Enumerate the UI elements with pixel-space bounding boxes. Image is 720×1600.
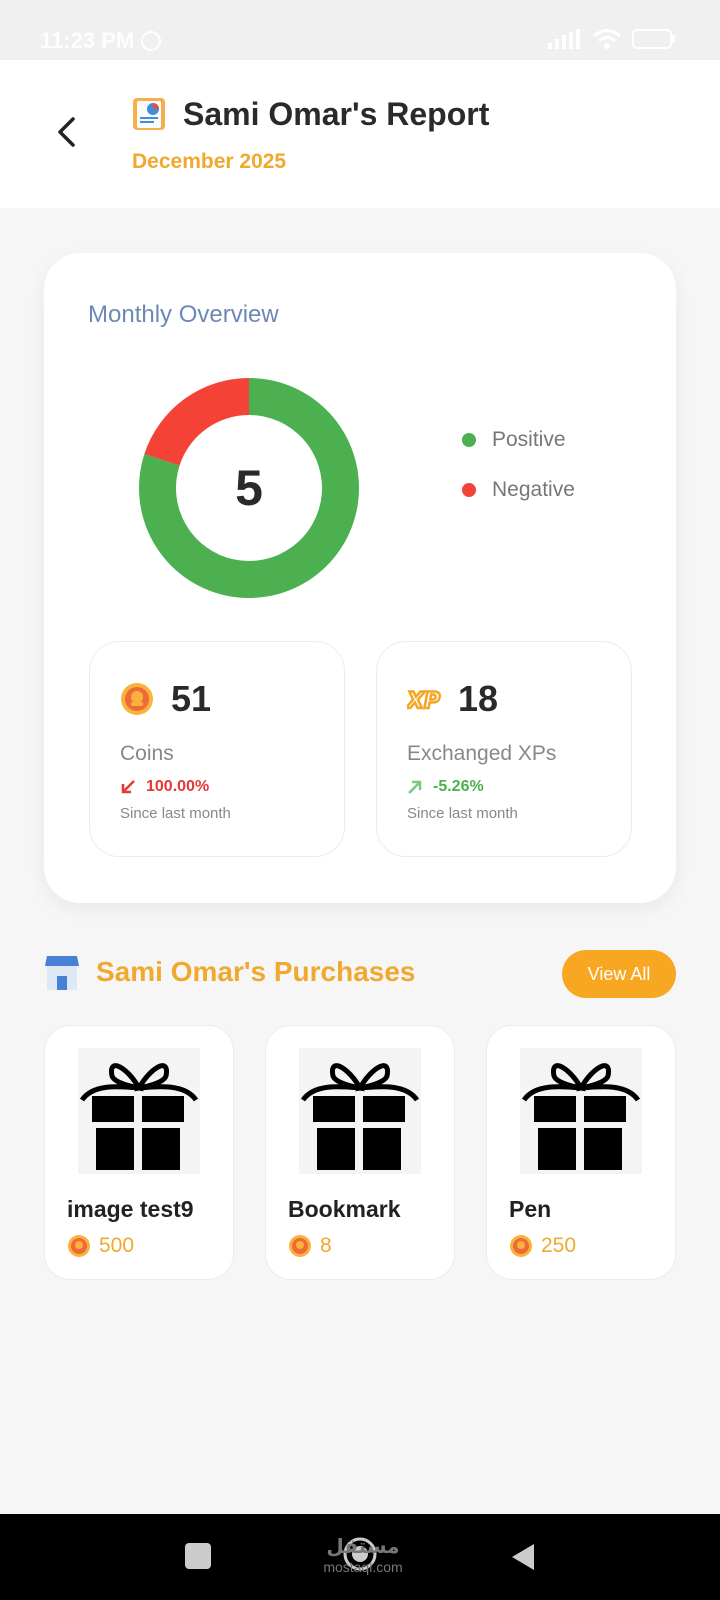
coin-icon [68, 1235, 90, 1257]
coins-stat-card: 51 Coins 100.00% Since last month [89, 641, 345, 857]
product-image [299, 1048, 421, 1174]
coins-change: 100.00% [120, 778, 209, 796]
arrow-up-right-icon [408, 780, 422, 794]
coin-icon [289, 1235, 311, 1257]
xp-change: -5.26% [407, 778, 484, 796]
svg-text:XP: XP [407, 689, 440, 714]
product-price: 8 [288, 1234, 332, 1258]
whatsapp-icon [141, 31, 162, 51]
xp-label: Exchanged XPs [407, 742, 557, 765]
legend-dot-negative [462, 483, 476, 497]
xp-since: Since last month [407, 805, 518, 822]
page-subtitle: December 2025 [132, 150, 287, 173]
donut-slice-negative [144, 378, 249, 466]
gift-icon [300, 1063, 420, 1170]
signal-icon [548, 29, 580, 49]
home-circle-icon [343, 1537, 377, 1571]
product-name: Bookmark [288, 1196, 401, 1222]
purchases-title: Sami Omar's Purchases [96, 956, 416, 987]
coin-icon [510, 1235, 532, 1257]
app-header: Sami Omar's Report December 2025 [0, 60, 720, 208]
coins-change-value: 100.00% [146, 778, 210, 795]
status-icons [548, 28, 676, 50]
home-button[interactable] [342, 1536, 378, 1577]
product-price-value: 250 [541, 1234, 577, 1257]
system-nav-bar: مستقل mostaql.com [0, 1514, 720, 1600]
monthly-overview-card: Monthly Overview 5 Positive Negative 51 … [44, 253, 676, 903]
product-price-value: 8 [320, 1234, 332, 1257]
donut-center-value: 5 [235, 460, 263, 516]
coins-label: Coins [120, 742, 174, 765]
coin-icon [121, 683, 153, 715]
donut-chart: 5 [139, 378, 359, 598]
status-time-text: 11:23 PM [40, 28, 135, 53]
coins-since: Since last month [120, 805, 231, 822]
product-image [78, 1048, 200, 1174]
product-name: Pen [509, 1196, 552, 1222]
report-icon [133, 98, 165, 130]
square-icon [185, 1543, 211, 1569]
back-button[interactable] [44, 110, 88, 154]
product-price: 250 [509, 1234, 576, 1258]
legend-item-negative: Negative [462, 478, 575, 502]
gift-icon [79, 1063, 199, 1170]
page-title: Sami Omar's Report [183, 96, 490, 132]
overview-title: Monthly Overview [88, 301, 279, 328]
battery-icon [632, 29, 675, 49]
legend-dot-positive [462, 433, 476, 447]
coins-value: 51 [171, 678, 212, 719]
chevron-left-icon [58, 117, 75, 147]
product-image [520, 1048, 642, 1174]
arrow-down-left-icon [121, 780, 135, 794]
legend-item-positive: Positive [462, 428, 575, 452]
xp-stat-card: XP 18 Exchanged XPs -5.26% Since last mo… [376, 641, 632, 857]
shop-icon [45, 956, 79, 990]
back-nav-button[interactable] [508, 1542, 536, 1577]
product-card[interactable]: Bookmark 8 [265, 1025, 455, 1280]
status-bar: 11:23 PM [0, 0, 720, 60]
triangle-back-icon [512, 1544, 534, 1570]
xp-change-value: -5.26% [433, 778, 484, 795]
donut-chart-svg [139, 378, 359, 598]
donut-slice-positive [139, 378, 359, 598]
chart-legend: Positive Negative [462, 428, 575, 528]
watermark-url: mostaql.com [323, 1559, 403, 1575]
status-time: 11:23 PM [40, 28, 162, 54]
watermark: مستقل mostaql.com [318, 1534, 408, 1575]
xp-value: 18 [458, 678, 499, 719]
product-name: image test9 [67, 1196, 194, 1222]
product-card[interactable]: image test9 500 [44, 1025, 234, 1280]
gift-icon [521, 1063, 641, 1170]
recents-button[interactable] [184, 1542, 212, 1575]
xp-icon: XP [407, 688, 441, 716]
watermark-arabic: مستقل [326, 1536, 400, 1558]
product-price: 500 [67, 1234, 134, 1258]
wifi-icon [593, 29, 621, 49]
product-price-value: 500 [99, 1234, 135, 1257]
legend-label-positive: Positive [492, 428, 566, 451]
view-all-button[interactable]: View All [562, 950, 676, 998]
product-card[interactable]: Pen 250 [486, 1025, 676, 1280]
purchases-header: Sami Omar's Purchases View All [44, 950, 676, 1000]
legend-label-negative: Negative [492, 478, 575, 501]
